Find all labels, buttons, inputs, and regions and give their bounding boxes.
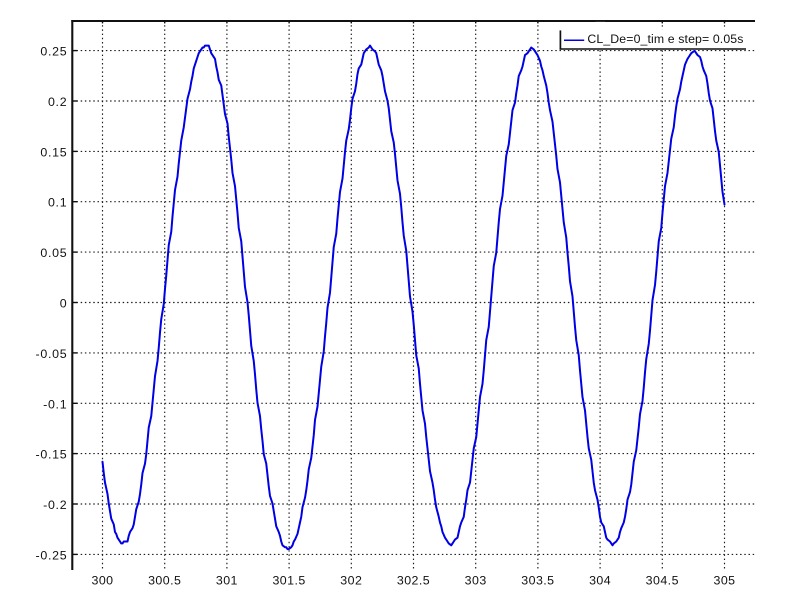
svg-text:0.25: 0.25 [40, 45, 67, 59]
svg-text:0: 0 [60, 297, 68, 311]
svg-text:304: 304 [589, 573, 611, 587]
svg-text:-0.25: -0.25 [36, 548, 68, 562]
svg-text:-0.05: -0.05 [36, 347, 68, 361]
svg-text:-0.15: -0.15 [36, 448, 68, 462]
svg-text:303: 303 [465, 573, 487, 587]
svg-text:0.15: 0.15 [40, 145, 67, 159]
svg-text:300.5: 300.5 [148, 573, 181, 587]
svg-text:0.2: 0.2 [48, 95, 67, 109]
svg-text:302: 302 [340, 573, 362, 587]
svg-text:301.5: 301.5 [272, 573, 305, 587]
svg-text:0.05: 0.05 [40, 246, 67, 260]
svg-text:302.5: 302.5 [397, 573, 430, 587]
svg-text:301: 301 [216, 573, 238, 587]
svg-text:304.5: 304.5 [646, 573, 679, 587]
svg-text:305: 305 [713, 573, 735, 587]
svg-text:CL_De=0_tim e step= 0.05s: CL_De=0_tim e step= 0.05s [587, 32, 743, 46]
svg-text:-0.1: -0.1 [43, 397, 67, 411]
svg-text:0.1: 0.1 [48, 196, 67, 210]
svg-text:303.5: 303.5 [521, 573, 554, 587]
svg-text:300: 300 [91, 573, 113, 587]
svg-text:-0.2: -0.2 [43, 498, 67, 512]
